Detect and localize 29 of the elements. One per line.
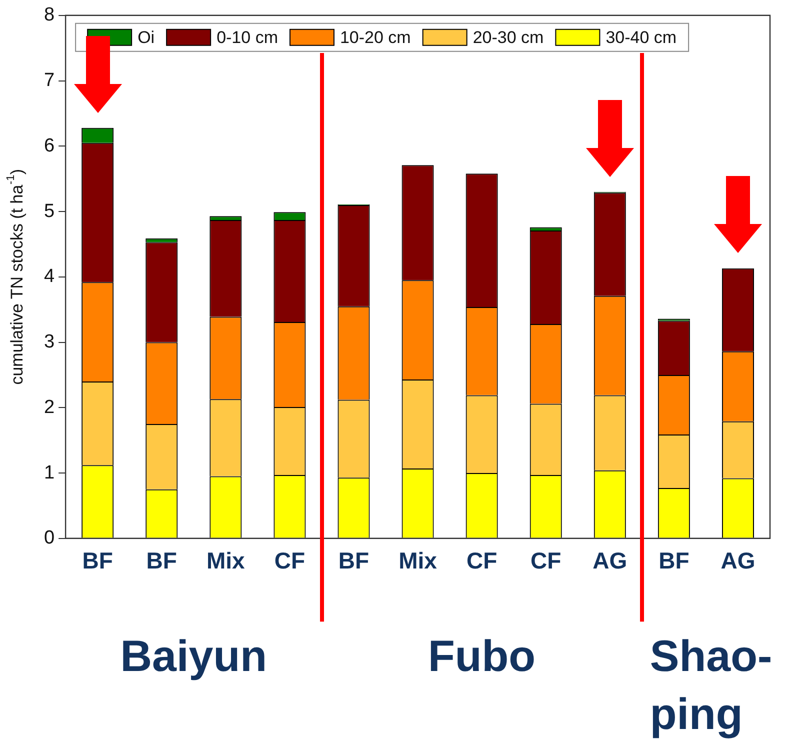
y-tick-label: 3 — [44, 332, 55, 353]
legend-label: 30-40 cm — [606, 28, 677, 48]
text: Baiyun — [119, 631, 268, 683]
x-tick-label: CF — [466, 548, 498, 574]
y-tick-label: 6 — [44, 135, 55, 156]
legend-label: 20-30 cm — [472, 28, 544, 48]
y-tick-label: 2 — [44, 396, 55, 418]
y-tick-label: 8 — [44, 4, 55, 26]
text: Fubo — [427, 631, 537, 683]
x-tick-label: Mix — [206, 548, 246, 574]
x-tick-label: CF — [274, 548, 306, 574]
y-tick-label: 7 — [44, 70, 55, 92]
x-tick-label: AG — [720, 548, 756, 574]
legend-label: 0-10 cm — [216, 28, 278, 48]
text: Shao-ping — [650, 631, 774, 741]
y-tick-label: 0 — [44, 528, 55, 549]
x-tick-label: BF — [146, 548, 177, 574]
y-tick-label: 5 — [44, 200, 55, 222]
x-tick-label: BF — [658, 548, 690, 574]
x-tick-label: BF — [338, 548, 370, 574]
y-tick-label: 4 — [44, 266, 55, 288]
y-tick-label: 1 — [44, 462, 55, 484]
x-tick-label: AG — [592, 548, 628, 574]
x-tick-label: BF — [82, 548, 113, 574]
legend-label: 10-20 cm — [340, 28, 411, 48]
y-axis-title: cumulative TN stocks (t ha-1) — [4, 169, 26, 385]
x-tick-label: Mix — [398, 548, 438, 574]
legend-label: Oi — [138, 28, 155, 48]
x-tick-label: CF — [530, 548, 562, 574]
